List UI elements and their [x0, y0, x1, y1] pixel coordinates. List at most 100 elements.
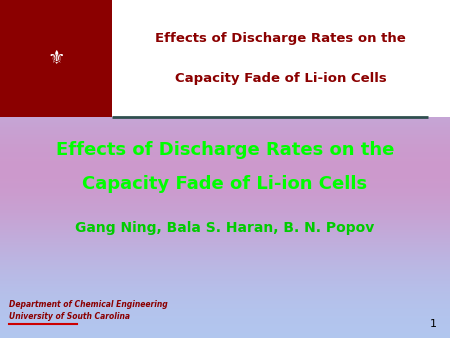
- FancyBboxPatch shape: [0, 220, 450, 221]
- FancyBboxPatch shape: [0, 201, 450, 203]
- FancyBboxPatch shape: [0, 128, 450, 130]
- FancyBboxPatch shape: [0, 57, 450, 59]
- FancyBboxPatch shape: [0, 259, 450, 260]
- FancyBboxPatch shape: [0, 172, 450, 174]
- FancyBboxPatch shape: [0, 330, 450, 331]
- FancyBboxPatch shape: [0, 225, 450, 226]
- FancyBboxPatch shape: [0, 270, 450, 272]
- FancyBboxPatch shape: [0, 120, 450, 122]
- FancyBboxPatch shape: [0, 161, 450, 162]
- FancyBboxPatch shape: [0, 81, 450, 83]
- FancyBboxPatch shape: [0, 186, 450, 188]
- FancyBboxPatch shape: [0, 254, 450, 255]
- FancyBboxPatch shape: [0, 314, 450, 316]
- FancyBboxPatch shape: [0, 25, 450, 27]
- FancyBboxPatch shape: [0, 255, 450, 257]
- FancyBboxPatch shape: [0, 194, 450, 196]
- FancyBboxPatch shape: [0, 37, 450, 39]
- FancyBboxPatch shape: [0, 132, 450, 134]
- FancyBboxPatch shape: [0, 98, 450, 100]
- FancyBboxPatch shape: [0, 54, 450, 56]
- FancyBboxPatch shape: [0, 61, 450, 63]
- FancyBboxPatch shape: [0, 69, 450, 71]
- FancyBboxPatch shape: [0, 24, 450, 25]
- FancyBboxPatch shape: [0, 8, 450, 10]
- FancyBboxPatch shape: [0, 230, 450, 232]
- Text: Effects of Discharge Rates on the: Effects of Discharge Rates on the: [56, 141, 394, 160]
- FancyBboxPatch shape: [0, 27, 450, 29]
- FancyBboxPatch shape: [0, 221, 450, 223]
- FancyBboxPatch shape: [0, 308, 450, 309]
- FancyBboxPatch shape: [0, 286, 450, 287]
- FancyBboxPatch shape: [0, 218, 450, 220]
- Text: Gang Ning, Bala S. Haran, B. N. Popov: Gang Ning, Bala S. Haran, B. N. Popov: [76, 221, 374, 235]
- FancyBboxPatch shape: [0, 321, 450, 323]
- FancyBboxPatch shape: [0, 152, 450, 154]
- FancyBboxPatch shape: [0, 301, 450, 303]
- FancyBboxPatch shape: [0, 41, 450, 42]
- FancyBboxPatch shape: [0, 331, 450, 333]
- FancyBboxPatch shape: [0, 59, 450, 61]
- FancyBboxPatch shape: [0, 29, 450, 30]
- FancyBboxPatch shape: [0, 0, 450, 2]
- FancyBboxPatch shape: [0, 35, 450, 37]
- FancyBboxPatch shape: [0, 0, 450, 117]
- FancyBboxPatch shape: [0, 318, 450, 319]
- FancyBboxPatch shape: [0, 145, 450, 147]
- FancyBboxPatch shape: [0, 242, 450, 243]
- FancyBboxPatch shape: [0, 336, 450, 338]
- FancyBboxPatch shape: [0, 64, 450, 66]
- FancyBboxPatch shape: [0, 74, 450, 76]
- FancyBboxPatch shape: [0, 281, 450, 282]
- FancyBboxPatch shape: [0, 106, 450, 108]
- FancyBboxPatch shape: [0, 199, 450, 201]
- FancyBboxPatch shape: [0, 123, 450, 125]
- FancyBboxPatch shape: [0, 328, 450, 330]
- FancyBboxPatch shape: [0, 162, 450, 164]
- FancyBboxPatch shape: [0, 277, 450, 279]
- FancyBboxPatch shape: [0, 96, 450, 98]
- FancyBboxPatch shape: [0, 32, 450, 34]
- FancyBboxPatch shape: [0, 274, 450, 275]
- FancyBboxPatch shape: [0, 319, 450, 321]
- FancyBboxPatch shape: [0, 49, 450, 51]
- FancyBboxPatch shape: [0, 191, 450, 193]
- FancyBboxPatch shape: [0, 203, 450, 204]
- FancyBboxPatch shape: [0, 189, 450, 191]
- FancyBboxPatch shape: [0, 142, 450, 144]
- FancyBboxPatch shape: [0, 235, 450, 237]
- FancyBboxPatch shape: [0, 193, 450, 194]
- FancyBboxPatch shape: [0, 272, 450, 274]
- FancyBboxPatch shape: [0, 22, 450, 24]
- FancyBboxPatch shape: [0, 47, 450, 49]
- FancyBboxPatch shape: [0, 210, 450, 211]
- FancyBboxPatch shape: [0, 174, 450, 176]
- FancyBboxPatch shape: [0, 17, 450, 19]
- FancyBboxPatch shape: [0, 316, 450, 318]
- FancyBboxPatch shape: [0, 5, 450, 7]
- FancyBboxPatch shape: [0, 154, 450, 155]
- FancyBboxPatch shape: [0, 303, 450, 304]
- FancyBboxPatch shape: [0, 262, 450, 264]
- FancyBboxPatch shape: [0, 101, 450, 103]
- FancyBboxPatch shape: [0, 134, 450, 135]
- FancyBboxPatch shape: [0, 296, 450, 297]
- FancyBboxPatch shape: [0, 198, 450, 199]
- FancyBboxPatch shape: [0, 51, 450, 52]
- FancyBboxPatch shape: [0, 204, 450, 206]
- FancyBboxPatch shape: [0, 196, 450, 198]
- Text: 1: 1: [429, 319, 436, 330]
- FancyBboxPatch shape: [0, 44, 450, 46]
- FancyBboxPatch shape: [0, 0, 112, 117]
- FancyBboxPatch shape: [0, 155, 450, 157]
- FancyBboxPatch shape: [0, 313, 450, 314]
- FancyBboxPatch shape: [0, 90, 450, 91]
- FancyBboxPatch shape: [0, 73, 450, 74]
- FancyBboxPatch shape: [0, 284, 450, 286]
- FancyBboxPatch shape: [0, 63, 450, 64]
- FancyBboxPatch shape: [0, 324, 450, 326]
- FancyBboxPatch shape: [0, 30, 450, 32]
- FancyBboxPatch shape: [0, 287, 450, 289]
- FancyBboxPatch shape: [0, 144, 450, 145]
- FancyBboxPatch shape: [0, 294, 450, 296]
